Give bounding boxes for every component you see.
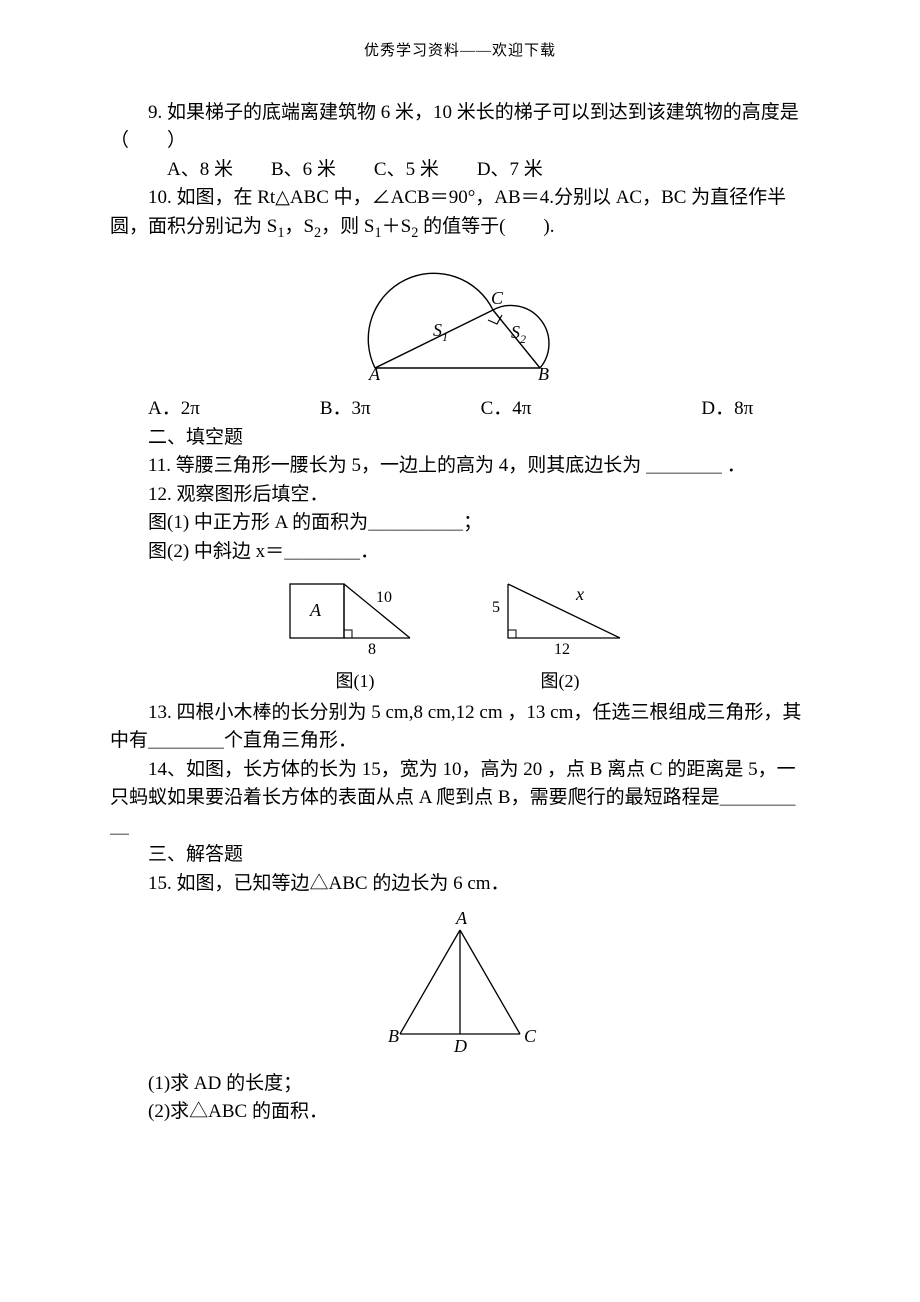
q10-label-C: C (491, 288, 504, 308)
q15-l1: (1)求 AD 的长度； (110, 1070, 810, 1099)
q12-fig1-10: 10 (376, 589, 392, 606)
q14-text: 14、如图，长方体的长为 15，宽为 10，高为 20 ，点 B 离点 C 的距… (110, 756, 810, 842)
q12-figures: A 10 8 图(1) 5 12 x 图(2) (110, 566, 810, 695)
q10-optD: D．8π (701, 395, 753, 424)
q15-l2: (2)求△ABC 的面积． (110, 1098, 810, 1127)
q12-fig1-8: 8 (368, 641, 376, 656)
q15-label-A: A (455, 908, 468, 928)
q12-fig1-svg: A 10 8 (280, 566, 430, 656)
q10-mid1: ，S (284, 216, 314, 237)
q9-options: A、8 米 B、6 米 C、5 米 D、7 米 (110, 156, 810, 185)
q10-text: 10. 如图，在 Rt△ABC 中，∠ACB＝90°，AB＝4.分别以 AC，B… (110, 184, 810, 244)
q12-fig1-caption: 图(1) (280, 668, 430, 695)
q15-svg: A B C D (360, 904, 560, 1054)
section2-title: 二、填空题 (110, 424, 810, 453)
q12-fig2-svg: 5 12 x (480, 566, 640, 656)
q9-text: 9. 如果梯子的底端离建筑物 6 米，10 米长的梯子可以到达到该建筑物的高度是… (110, 99, 810, 156)
q12-l2: 图(2) 中斜边 x＝＿＿＿＿． (110, 538, 810, 567)
q13-text: 13. 四根小木棒的长分别为 5 cm,8 cm,12 cm ，13 cm，任选… (110, 699, 810, 756)
q10-tail: 的值等于( ). (418, 216, 554, 237)
document-body: 9. 如果梯子的底端离建筑物 6 米，10 米长的梯子可以到达到该建筑物的高度是… (0, 99, 920, 1127)
q10-mid3: ＋S (382, 216, 412, 237)
q10-mid2: ，则 S (321, 216, 374, 237)
q12-fig2-12: 12 (554, 641, 570, 656)
q10-svg: A B C S1 S2 (345, 250, 575, 380)
q12-fig2-x: x (575, 584, 584, 604)
q15-label-D: D (453, 1036, 467, 1054)
q10-figure: A B C S1 S2 (110, 250, 810, 390)
q15-label-C: C (524, 1026, 537, 1046)
q12-fig1-wrap: A 10 8 图(1) (280, 566, 430, 695)
q15-figure: A B C D (110, 904, 810, 1064)
q12-l1: 图(1) 中正方形 A 的面积为＿＿＿＿＿； (110, 509, 810, 538)
q12-head: 12. 观察图形后填空． (110, 481, 810, 510)
q15-head: 15. 如图，已知等边△ABC 的边长为 6 cm． (110, 870, 810, 899)
q10-sub3: 1 (374, 224, 381, 240)
q12-fig1-A: A (309, 600, 322, 620)
section3-title: 三、解答题 (110, 841, 810, 870)
q15-label-B: B (388, 1026, 399, 1046)
q10-optA: A．2π (148, 395, 200, 424)
q10-optB: B．3π (320, 395, 371, 424)
q10-label-A: A (368, 364, 381, 380)
q12-fig2-5: 5 (492, 599, 500, 616)
q10-optC: C．4π (481, 395, 532, 424)
q10-options: A．2π B．3π C．4π D．8π (110, 395, 810, 424)
q10-label-S1: S1 (433, 320, 448, 344)
q10-label-B: B (538, 364, 549, 380)
q12-fig2-caption: 图(2) (480, 668, 640, 695)
page-header: 优秀学习资料——欢迎下载 (0, 40, 920, 63)
q12-fig2-wrap: 5 12 x 图(2) (480, 566, 640, 695)
q11-text: 11. 等腰三角形一腰长为 5，一边上的高为 4，则其底边长为 ＿＿＿＿ ． (110, 452, 810, 481)
